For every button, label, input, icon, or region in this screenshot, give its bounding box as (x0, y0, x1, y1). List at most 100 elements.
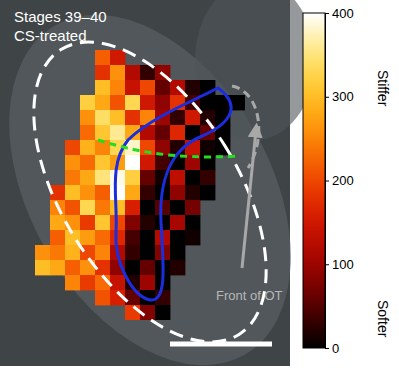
cell (80, 200, 95, 215)
tick: 400 (325, 6, 354, 21)
cell (185, 80, 200, 95)
cell (110, 50, 125, 65)
cell (95, 95, 110, 110)
cell (95, 200, 110, 215)
cell (65, 185, 80, 200)
cell (140, 260, 155, 275)
cell (65, 260, 80, 275)
cell (125, 245, 140, 260)
cell (110, 110, 125, 125)
contour (115, 88, 231, 300)
cell (155, 200, 170, 215)
cell (95, 245, 110, 260)
axis-line (326, 14, 330, 349)
cell (125, 200, 140, 215)
outline (0, 3, 314, 381)
cell (125, 155, 140, 170)
cell (185, 185, 200, 200)
cell (95, 125, 110, 140)
cell (110, 275, 125, 290)
cell (80, 275, 95, 290)
tick-label: 0 (332, 341, 339, 356)
cell (95, 50, 110, 65)
cell (80, 125, 95, 140)
arrow (242, 130, 256, 268)
cell (95, 65, 110, 80)
tick-mark (325, 97, 329, 98)
colorbar (303, 13, 325, 348)
cell (125, 260, 140, 275)
cell (140, 170, 155, 185)
cell (170, 185, 185, 200)
cell (125, 110, 140, 125)
tick-mark (325, 181, 329, 182)
cell (125, 170, 140, 185)
tick: 200 (325, 173, 354, 188)
figure: Stages 39–40CS-treatedFront of OT0100200… (0, 0, 399, 389)
cell (95, 185, 110, 200)
cell (200, 170, 215, 185)
cell (185, 110, 200, 125)
cell (65, 275, 80, 290)
cell (95, 230, 110, 245)
cell (95, 155, 110, 170)
cell (80, 95, 95, 110)
tick: 100 (325, 257, 354, 272)
cell (140, 95, 155, 110)
cell (185, 170, 200, 185)
cell (125, 185, 140, 200)
colorbar-label: Stiffer (375, 70, 391, 107)
cell (185, 200, 200, 215)
cell (155, 125, 170, 140)
cell (95, 80, 110, 95)
cell (80, 230, 95, 245)
cell (95, 110, 110, 125)
tissue (0, 0, 349, 389)
cell (140, 230, 155, 245)
cell (125, 215, 140, 230)
cell (185, 230, 200, 245)
cell (140, 80, 155, 95)
tick-mark (325, 13, 329, 14)
cell (140, 185, 155, 200)
tick-mark (325, 348, 329, 349)
cell (200, 140, 215, 155)
cell (110, 95, 125, 110)
cell (35, 260, 50, 275)
cell (140, 275, 155, 290)
cell (125, 230, 140, 245)
colorbar-label: Softer (375, 300, 391, 338)
cell (155, 80, 170, 95)
annotation: Front of OT (216, 288, 283, 303)
cell (170, 260, 185, 275)
cell (170, 170, 185, 185)
cell (170, 230, 185, 245)
tick-label: 300 (332, 89, 354, 104)
cell (110, 230, 125, 245)
cell (80, 215, 95, 230)
tick-label: 200 (332, 173, 354, 188)
cell (125, 305, 140, 320)
tick-label: 400 (332, 6, 354, 21)
cell (95, 170, 110, 185)
cell (110, 65, 125, 80)
cell (95, 290, 110, 305)
cell (80, 140, 95, 155)
cell (110, 170, 125, 185)
cell (140, 200, 155, 215)
tissue (195, 0, 315, 140)
cell (50, 245, 65, 260)
cell (140, 215, 155, 230)
cell (95, 215, 110, 230)
cell (170, 215, 185, 230)
cell (80, 110, 95, 125)
cell (50, 215, 65, 230)
cell (110, 125, 125, 140)
tick: 300 (325, 89, 354, 104)
cell (200, 185, 215, 200)
cell (155, 95, 170, 110)
cell (125, 95, 140, 110)
cell (170, 200, 185, 215)
cell (140, 155, 155, 170)
cell (80, 155, 95, 170)
